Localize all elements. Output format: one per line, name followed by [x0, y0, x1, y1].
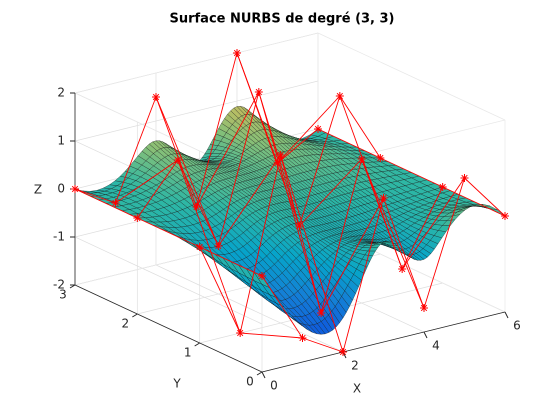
control-net-line [136, 159, 179, 219]
control-net-line [317, 128, 381, 159]
control-net-line [442, 186, 506, 217]
control-net-line [277, 95, 341, 164]
chart-title: Surface NURBS de degré (3, 3) [169, 12, 394, 27]
control-net-line [383, 197, 425, 309]
z-tick-label: 0 [57, 182, 65, 196]
control-net-line [115, 96, 157, 204]
z-tick-label: 2 [57, 86, 65, 100]
x-tick-label: 6 [513, 319, 521, 333]
control-point [376, 154, 385, 162]
control-net-line [155, 96, 219, 247]
control-net-line [196, 91, 260, 208]
y-tick-label: 0 [246, 375, 254, 389]
control-net-line [280, 154, 344, 353]
control-net-line [74, 188, 116, 204]
x-tick-label: 2 [351, 359, 359, 373]
control-point [233, 49, 241, 57]
control-net-line [339, 95, 403, 270]
control-point [236, 329, 245, 337]
control-point [152, 93, 160, 101]
control-net-line [240, 332, 303, 339]
control-point [339, 348, 347, 356]
control-point [195, 243, 204, 251]
axis-line [74, 284, 263, 373]
z-tick-label: -1 [53, 230, 65, 244]
control-net-line [423, 177, 465, 309]
x-axis-label: X [353, 382, 361, 396]
x-tick [423, 331, 428, 339]
control-net-line [302, 337, 344, 353]
control-point [276, 151, 285, 159]
control-net-line [199, 246, 263, 277]
y-axis-label: Y [172, 377, 181, 391]
control-net-line [258, 91, 322, 314]
control-net-line [401, 177, 465, 270]
control-point [398, 265, 407, 273]
y-tick [194, 342, 200, 347]
control-net-line [464, 177, 506, 217]
y-tick-label: 3 [59, 288, 67, 302]
z-tick-label: -2 [53, 278, 65, 292]
control-net-line [261, 275, 303, 339]
control-net-line [217, 91, 260, 247]
control-point [314, 125, 322, 133]
control-net-line [155, 96, 197, 208]
control-point [379, 194, 388, 202]
z-tick-label: 1 [57, 134, 65, 148]
y-tick [132, 313, 138, 318]
control-point [295, 222, 304, 230]
control-net-line [236, 52, 278, 164]
x-tick [261, 371, 266, 379]
control-point [214, 242, 223, 250]
control-net-line [280, 154, 322, 314]
control-net-line [177, 159, 241, 334]
y-tick-label: 2 [122, 317, 130, 331]
control-point [254, 88, 263, 96]
z-axis-label: Z [34, 183, 42, 197]
y-tick-label: 1 [184, 346, 192, 360]
control-net-line [380, 157, 443, 188]
box-edge [317, 32, 506, 121]
control-point [501, 212, 509, 220]
control-point [420, 304, 428, 312]
control-point [192, 203, 201, 211]
control-net-line [342, 197, 384, 353]
control-net-line [320, 197, 384, 314]
control-point [298, 334, 307, 342]
axis-line [261, 311, 506, 373]
control-point [438, 183, 447, 191]
control-net-line [277, 128, 319, 164]
control-net-line [298, 95, 341, 227]
control-net-line [258, 91, 300, 227]
control-net-line [196, 52, 238, 208]
control-net-line [137, 217, 200, 248]
control-net-line [74, 188, 138, 219]
control-point [317, 309, 326, 317]
control-point [173, 156, 182, 164]
control-net-line [199, 246, 241, 334]
control-point [357, 155, 366, 163]
x-tick [504, 311, 509, 319]
control-point [335, 92, 344, 100]
x-tick-label: 4 [432, 339, 440, 353]
control-net-line [115, 159, 179, 204]
control-point [273, 159, 282, 167]
control-net-line [361, 158, 425, 309]
control-net-line [339, 95, 381, 159]
control-point [258, 272, 266, 280]
control-point [71, 185, 79, 193]
x-tick-label: 0 [270, 379, 278, 393]
control-net-line [239, 154, 282, 334]
control-net-line [320, 158, 363, 314]
y-tick [256, 371, 263, 376]
control-net-line [217, 154, 282, 247]
control-net-line [299, 158, 362, 227]
control-point [111, 199, 120, 207]
control-point [460, 174, 469, 182]
control-point [133, 214, 142, 222]
control-net-line [401, 186, 444, 270]
box-edge [74, 32, 319, 94]
